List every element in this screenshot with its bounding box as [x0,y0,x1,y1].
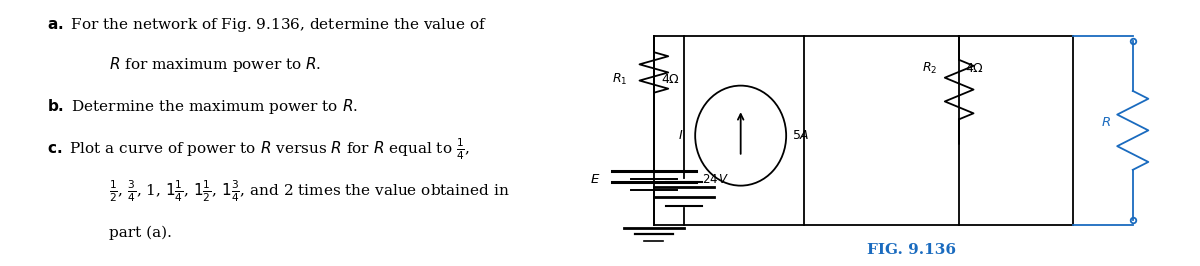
Text: $I$: $I$ [678,129,683,142]
Text: $24\,V$: $24\,V$ [702,173,730,186]
Text: $R$ for maximum power to $R$.: $R$ for maximum power to $R$. [109,55,322,74]
Text: part (a).: part (a). [109,226,172,240]
Text: $E$: $E$ [589,173,600,186]
Text: FIG. 9.136: FIG. 9.136 [866,243,955,257]
Text: $5A$: $5A$ [792,129,810,142]
Text: $4\Omega$: $4\Omega$ [965,62,984,75]
Text: $\bf{c.}$ Plot a curve of power to $R$ versus $R$ for $R$ equal to $\frac{1}{4}$: $\bf{c.}$ Plot a curve of power to $R$ v… [47,136,470,161]
Text: $R_1$: $R_1$ [612,72,628,87]
Text: $R_2$: $R_2$ [923,61,937,76]
Text: $\bf{b.}$ Determine the maximum power to $R$.: $\bf{b.}$ Determine the maximum power to… [47,97,358,116]
Text: $\bf{a.}$ For the network of Fig. 9.136, determine the value of: $\bf{a.}$ For the network of Fig. 9.136,… [47,16,487,34]
Text: $\frac{1}{2}$, $\frac{3}{4}$, 1, $1\frac{1}{4}$, $1\frac{1}{2}$, $1\frac{3}{4}$,: $\frac{1}{2}$, $\frac{3}{4}$, 1, $1\frac… [109,178,510,204]
Text: $R$: $R$ [1102,116,1111,129]
Text: $4\Omega$: $4\Omega$ [661,73,680,86]
